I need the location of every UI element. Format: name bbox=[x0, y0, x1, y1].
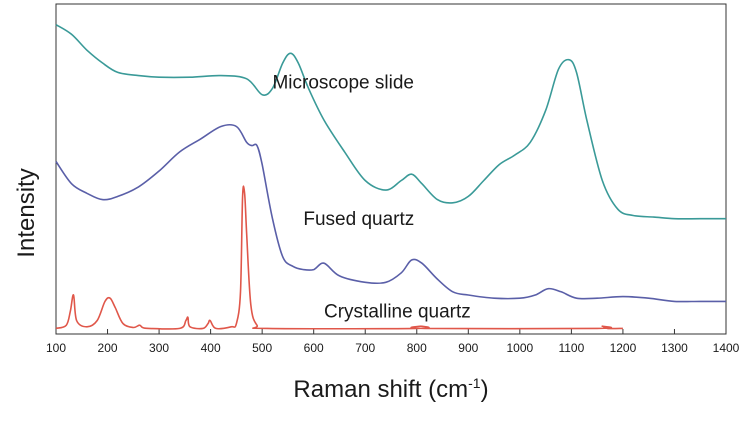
annotation-layer: Microscope slide Fused quartz Crystalline … bbox=[272, 72, 470, 322]
x-tick-label-900: 900 bbox=[458, 341, 478, 355]
x-tick-label-100: 100 bbox=[46, 341, 66, 355]
x-tick-label-400: 400 bbox=[201, 341, 221, 355]
x-tick-label-1400: 1400 bbox=[713, 341, 740, 355]
series-line-crystalline-quartz bbox=[55, 185, 623, 330]
x-axis-title-superscript: -1 bbox=[468, 375, 481, 391]
x-axis-title: Raman shift (cm-1) bbox=[293, 375, 488, 403]
x-axis-title-suffix: ) bbox=[481, 376, 489, 403]
series-line-microscope-slide bbox=[55, 24, 726, 220]
x-tick-label-800: 800 bbox=[407, 341, 427, 355]
series-line-fused-quartz bbox=[55, 123, 726, 303]
x-tick-label-200: 200 bbox=[98, 341, 118, 355]
x-tick-label-1300: 1300 bbox=[661, 341, 688, 355]
plot-area-frame bbox=[55, 3, 727, 335]
x-tick-label-1200: 1200 bbox=[610, 341, 637, 355]
x-tick-label-1100: 1100 bbox=[558, 341, 584, 355]
x-tick-label-700: 700 bbox=[355, 341, 375, 355]
y-axis-title: Intensity bbox=[13, 168, 40, 257]
series-label-fused-quartz: Fused quartz bbox=[303, 209, 414, 230]
x-tick-label-1000: 1000 bbox=[506, 341, 533, 355]
x-axis-ticks: 100 200 300 400 500 600 700 800 900 1000 1100 1200 1… bbox=[46, 329, 740, 355]
x-tick-label-600: 600 bbox=[304, 341, 324, 355]
x-axis-title-main: Raman shift (cm bbox=[293, 376, 468, 403]
series-label-crystalline-quartz: Crystalline quartz bbox=[324, 301, 471, 322]
x-tick-label-500: 500 bbox=[252, 341, 272, 355]
series-label-microscope-slide: Microscope slide bbox=[272, 72, 414, 93]
x-tick-label-300: 300 bbox=[149, 341, 169, 355]
series-layer bbox=[55, 24, 726, 330]
